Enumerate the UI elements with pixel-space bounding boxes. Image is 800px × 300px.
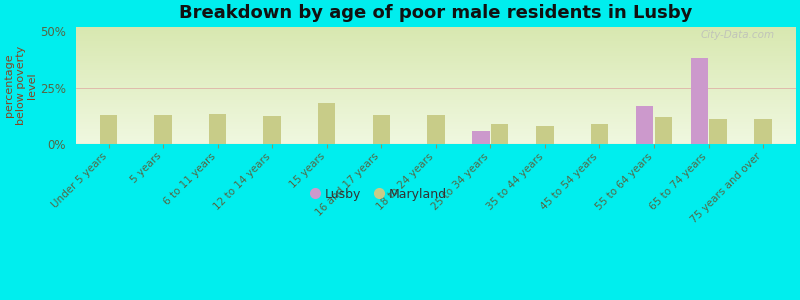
Bar (491, 124, 508, 144)
Bar (209, 114, 226, 144)
Text: City-Data.com: City-Data.com (700, 30, 774, 40)
Legend: Lusby, Maryland: Lusby, Maryland (305, 183, 452, 206)
Bar (654, 117, 672, 144)
Title: Breakdown by age of poor male residents in Lusby: Breakdown by age of poor male residents … (179, 4, 693, 22)
Bar (154, 115, 172, 144)
Bar (754, 119, 772, 144)
Bar (536, 126, 554, 144)
Bar (318, 103, 335, 144)
Bar (709, 119, 726, 144)
Bar (636, 106, 654, 144)
Bar (100, 115, 118, 144)
Bar (690, 58, 708, 144)
Bar (590, 124, 608, 144)
Bar (373, 115, 390, 144)
Bar (427, 115, 445, 144)
Bar (472, 130, 490, 144)
Y-axis label: percentage
below poverty
level: percentage below poverty level (4, 46, 38, 125)
Bar (263, 116, 281, 144)
